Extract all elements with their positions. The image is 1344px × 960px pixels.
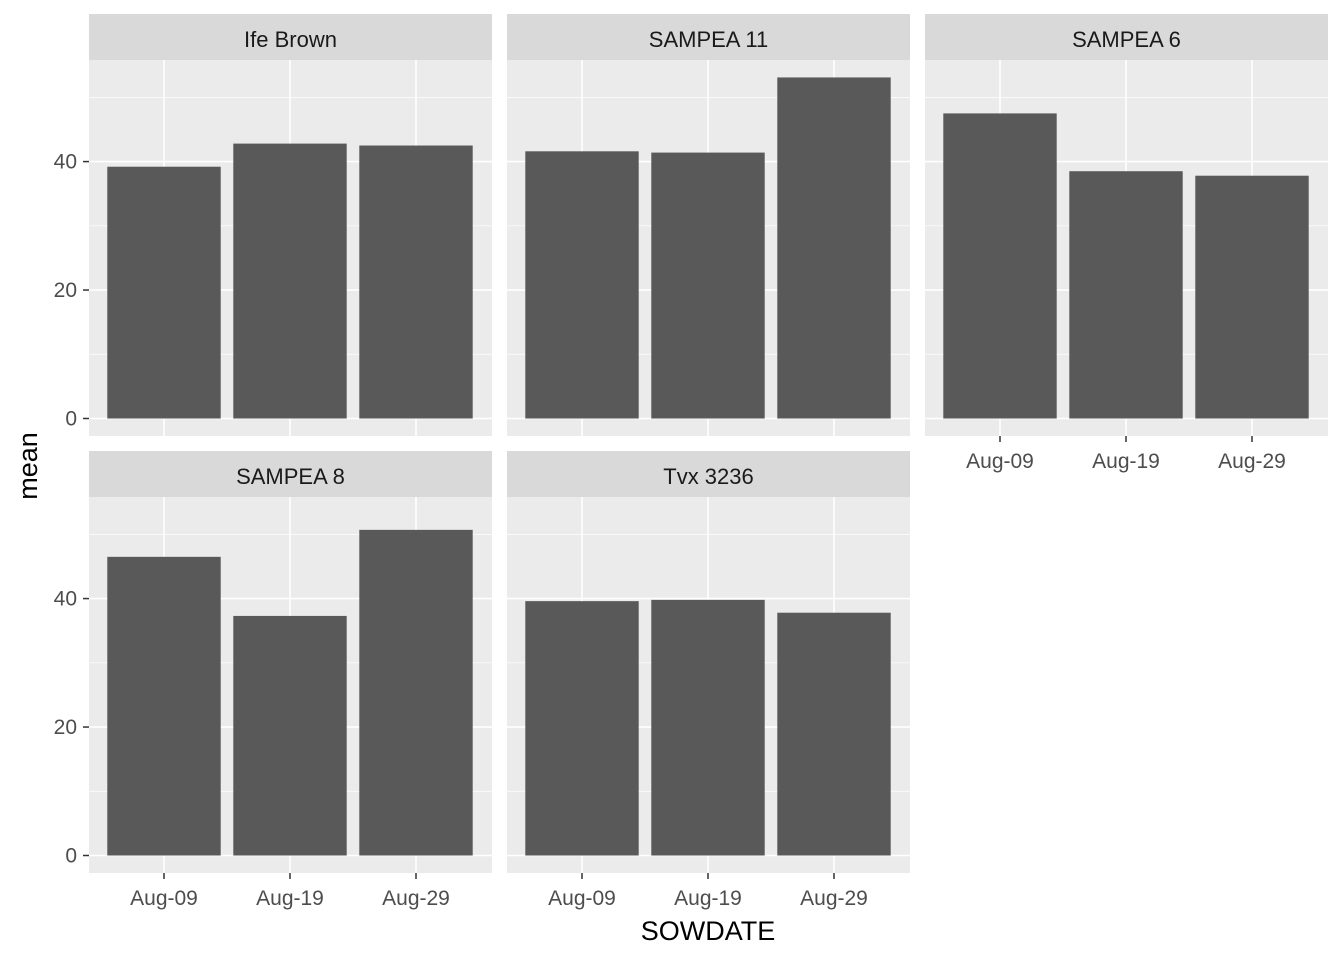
facet-title: SAMPEA 11 xyxy=(649,27,768,52)
y-tick-label: 40 xyxy=(54,151,77,174)
bar xyxy=(651,599,765,856)
x-tick-label: Aug-19 xyxy=(256,887,324,910)
x-tick-label: Aug-09 xyxy=(548,887,616,910)
facet-panel: SAMPEA 6 Aug-09 Aug-19 Aug-29 xyxy=(925,14,1328,473)
bar xyxy=(359,529,473,856)
bar xyxy=(107,166,221,419)
x-tick-label: Aug-19 xyxy=(1092,450,1160,473)
y-tick-label: 20 xyxy=(54,279,77,302)
y-tick-label: 40 xyxy=(54,588,77,611)
x-tick-label: Aug-19 xyxy=(674,887,742,910)
bar xyxy=(233,143,347,419)
panels-layer: Ife Brown 0 20 40 SAMPEA 11 SAMPEA 6 Aug-09 Aug… xyxy=(54,14,1328,910)
facet-strip xyxy=(507,451,910,497)
facet-panel: SAMPEA 11 xyxy=(507,14,910,436)
y-tick-label: 20 xyxy=(54,716,77,739)
facet-panel: Tvx 3236 Aug-09 Aug-19 Aug-29 xyxy=(507,451,910,910)
facet-strip xyxy=(925,14,1328,60)
bar xyxy=(525,601,639,856)
bar xyxy=(777,77,891,419)
bar xyxy=(1069,171,1183,419)
facet-strip xyxy=(89,451,492,497)
x-axis-title: SOWDATE xyxy=(641,916,776,946)
bar xyxy=(777,612,891,856)
bar xyxy=(233,615,347,856)
bar xyxy=(107,556,221,856)
y-tick-label: 0 xyxy=(65,845,77,868)
facet-title: Ife Brown xyxy=(244,27,337,52)
bar xyxy=(525,151,639,419)
x-tick-label: Aug-09 xyxy=(966,450,1034,473)
x-tick-label: Aug-09 xyxy=(130,887,198,910)
facet-panel: Ife Brown 0 20 40 xyxy=(54,14,492,436)
bar xyxy=(943,113,1057,419)
bar xyxy=(1195,175,1309,419)
x-tick-label: Aug-29 xyxy=(382,887,450,910)
facet-title: SAMPEA 6 xyxy=(1072,27,1181,52)
y-tick-label: 0 xyxy=(65,408,77,431)
facet-title: SAMPEA 8 xyxy=(236,464,345,489)
facet-panel: SAMPEA 8 0 20 40 Aug-09 Aug-19 Aug-29 xyxy=(54,451,492,910)
y-axis-title: mean xyxy=(13,432,43,500)
facet-strip xyxy=(89,14,492,60)
facet-title: Tvx 3236 xyxy=(663,464,754,489)
bar xyxy=(359,145,473,419)
facet-strip xyxy=(507,14,910,60)
x-tick-label: Aug-29 xyxy=(800,887,868,910)
x-tick-label: Aug-29 xyxy=(1218,450,1286,473)
bar xyxy=(651,152,765,419)
